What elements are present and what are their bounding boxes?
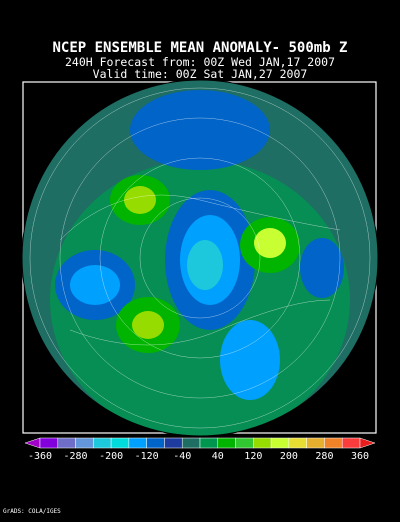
field-patch <box>70 265 120 305</box>
valid-line: Valid time: 00Z Sat JAN,27 2007 <box>93 67 308 81</box>
colorbar-box <box>93 437 112 449</box>
colorbar-box <box>341 437 361 449</box>
field-patch <box>220 320 280 400</box>
colorbar-label: 200 <box>280 451 298 462</box>
colorbar-label: 360 <box>351 451 369 462</box>
field-patch <box>124 186 156 214</box>
colorbar-box <box>39 437 59 449</box>
colorbar-box <box>235 437 254 449</box>
colorbar-label: 120 <box>244 451 262 462</box>
colorbar-box <box>110 437 130 449</box>
colorbar-label: 40 <box>212 451 224 462</box>
colorbar-end <box>359 437 376 449</box>
colorbar-box <box>306 437 325 449</box>
field-patch <box>132 311 164 339</box>
field-patch <box>254 228 286 258</box>
colorbar-box <box>164 437 183 449</box>
field-patch <box>130 90 270 170</box>
colorbar-box <box>128 437 147 449</box>
colorbar-box <box>75 437 94 449</box>
colorbar-box <box>253 437 272 449</box>
map-disc <box>22 80 378 436</box>
credit: GrADS: COLA/IGES <box>3 508 61 515</box>
forecast-line: 240H Forecast from: 00Z Wed JAN,17 2007 <box>65 55 335 69</box>
disc-edge <box>21 79 379 437</box>
colorbar-label: 280 <box>315 451 333 462</box>
colorbar-box <box>217 437 236 449</box>
colorbar-label: -280 <box>64 451 88 462</box>
field-patch <box>300 238 344 298</box>
colorbar-box <box>181 437 201 449</box>
colorbar: -360 -280 -200 -120 -40 40 120 200 280 360 <box>24 437 376 462</box>
colorbar-box <box>199 437 219 449</box>
colorbar-label: -360 <box>28 451 52 462</box>
colorbar-label: -200 <box>99 451 123 462</box>
colorbar-box <box>270 437 290 449</box>
map-title: NCEP ENSEMBLE MEAN ANOMALY- 500mb Z <box>52 40 347 56</box>
field-patch <box>187 240 223 290</box>
colorbar-box <box>288 437 307 449</box>
colorbar-box <box>324 437 343 449</box>
colorbar-box <box>57 437 76 449</box>
contours <box>29 87 371 429</box>
colorbar-label: -40 <box>173 451 191 462</box>
colorbar-label: -120 <box>135 451 159 462</box>
colorbar-box <box>146 437 165 449</box>
